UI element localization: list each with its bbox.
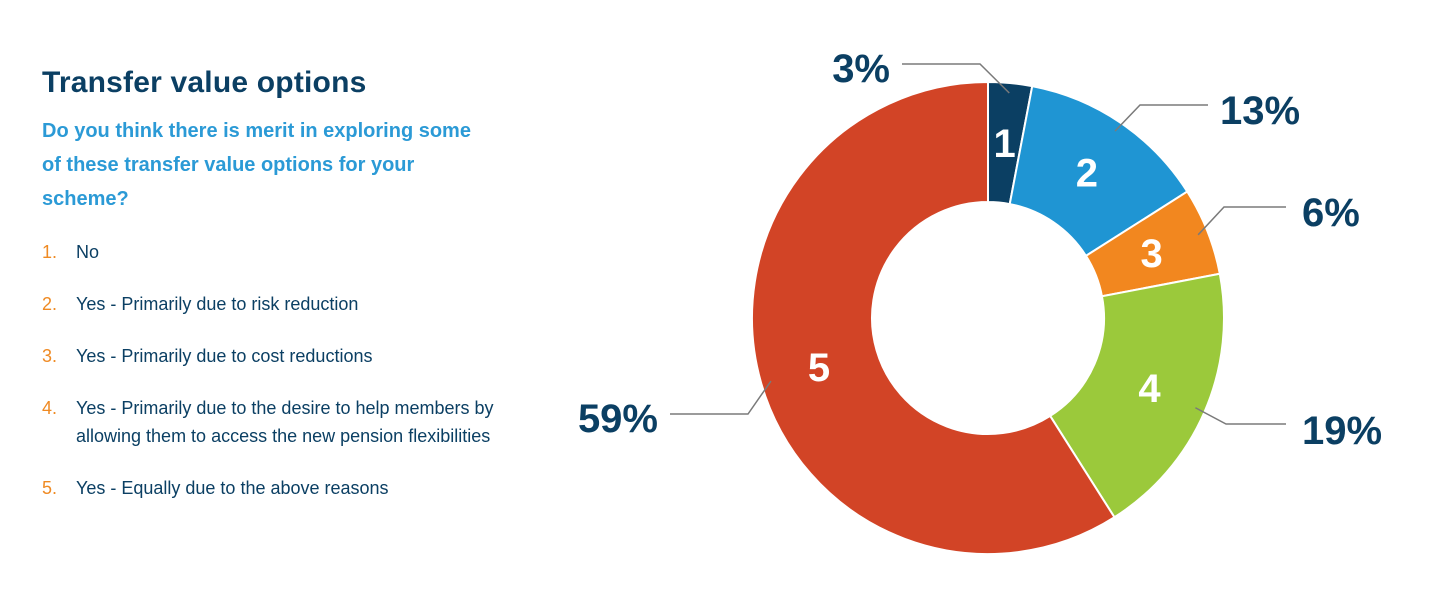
donut-chart: 13%213%36%419%559% (578, 47, 1382, 555)
page-title: Transfer value options (42, 66, 367, 99)
option-text: Yes - Equally due to the above reasons (76, 478, 389, 498)
option-text: Yes - Primarily due to risk reduction (76, 294, 359, 314)
leader-line (670, 380, 772, 415)
answer-option-2: 2. Yes - Primarily due to risk reduction (42, 290, 522, 318)
percentage-data-label: 6% (1302, 191, 1360, 235)
option-text: Yes - Primarily due to cost reductions (76, 346, 373, 366)
leader-line (1114, 104, 1208, 132)
option-text: No (76, 242, 100, 262)
option-number: 5. (42, 478, 58, 498)
answer-option-1: 1. No (42, 238, 522, 266)
leader-line (1197, 206, 1286, 236)
option-number: 4. (42, 398, 58, 418)
option-number: 2. (42, 294, 58, 314)
donut-slice-2 (1008, 85, 1189, 258)
donut-slice-5 (751, 80, 1116, 555)
leader-line (902, 63, 1010, 94)
answer-option-5: 5. Yes - Equally due to the above reason… (42, 474, 522, 502)
percentage-data-label: 3% (832, 47, 890, 91)
percentage-data-label: 19% (1302, 409, 1382, 453)
donut-slice-4 (1048, 272, 1225, 519)
answer-option-3: 3. Yes - Primarily due to cost reduction… (42, 342, 522, 370)
option-number: 3. (42, 346, 58, 366)
slice-number-label: 4 (1138, 367, 1161, 411)
survey-question: Do you think there is merit in exploring… (42, 120, 471, 210)
option-text: Yes - Primarily due to the desire to hel… (76, 398, 494, 446)
percentage-data-label: 59% (578, 397, 658, 441)
slice-number-label: 5 (808, 346, 830, 390)
percentage-data-label: 13% (1220, 89, 1300, 133)
slice-number-label: 2 (1076, 151, 1098, 195)
answer-options-list: 1. No 2. Yes - Primarily due to risk red… (42, 238, 522, 502)
answer-option-4: 4. Yes - Primarily due to the desire to … (42, 394, 522, 450)
legend-panel: Transfer value options Do you think ther… (42, 66, 522, 526)
slice-number-label: 3 (1141, 232, 1163, 276)
slice-number-label: 1 (993, 122, 1015, 166)
option-number: 1. (42, 242, 58, 262)
leader-line (1195, 407, 1286, 425)
